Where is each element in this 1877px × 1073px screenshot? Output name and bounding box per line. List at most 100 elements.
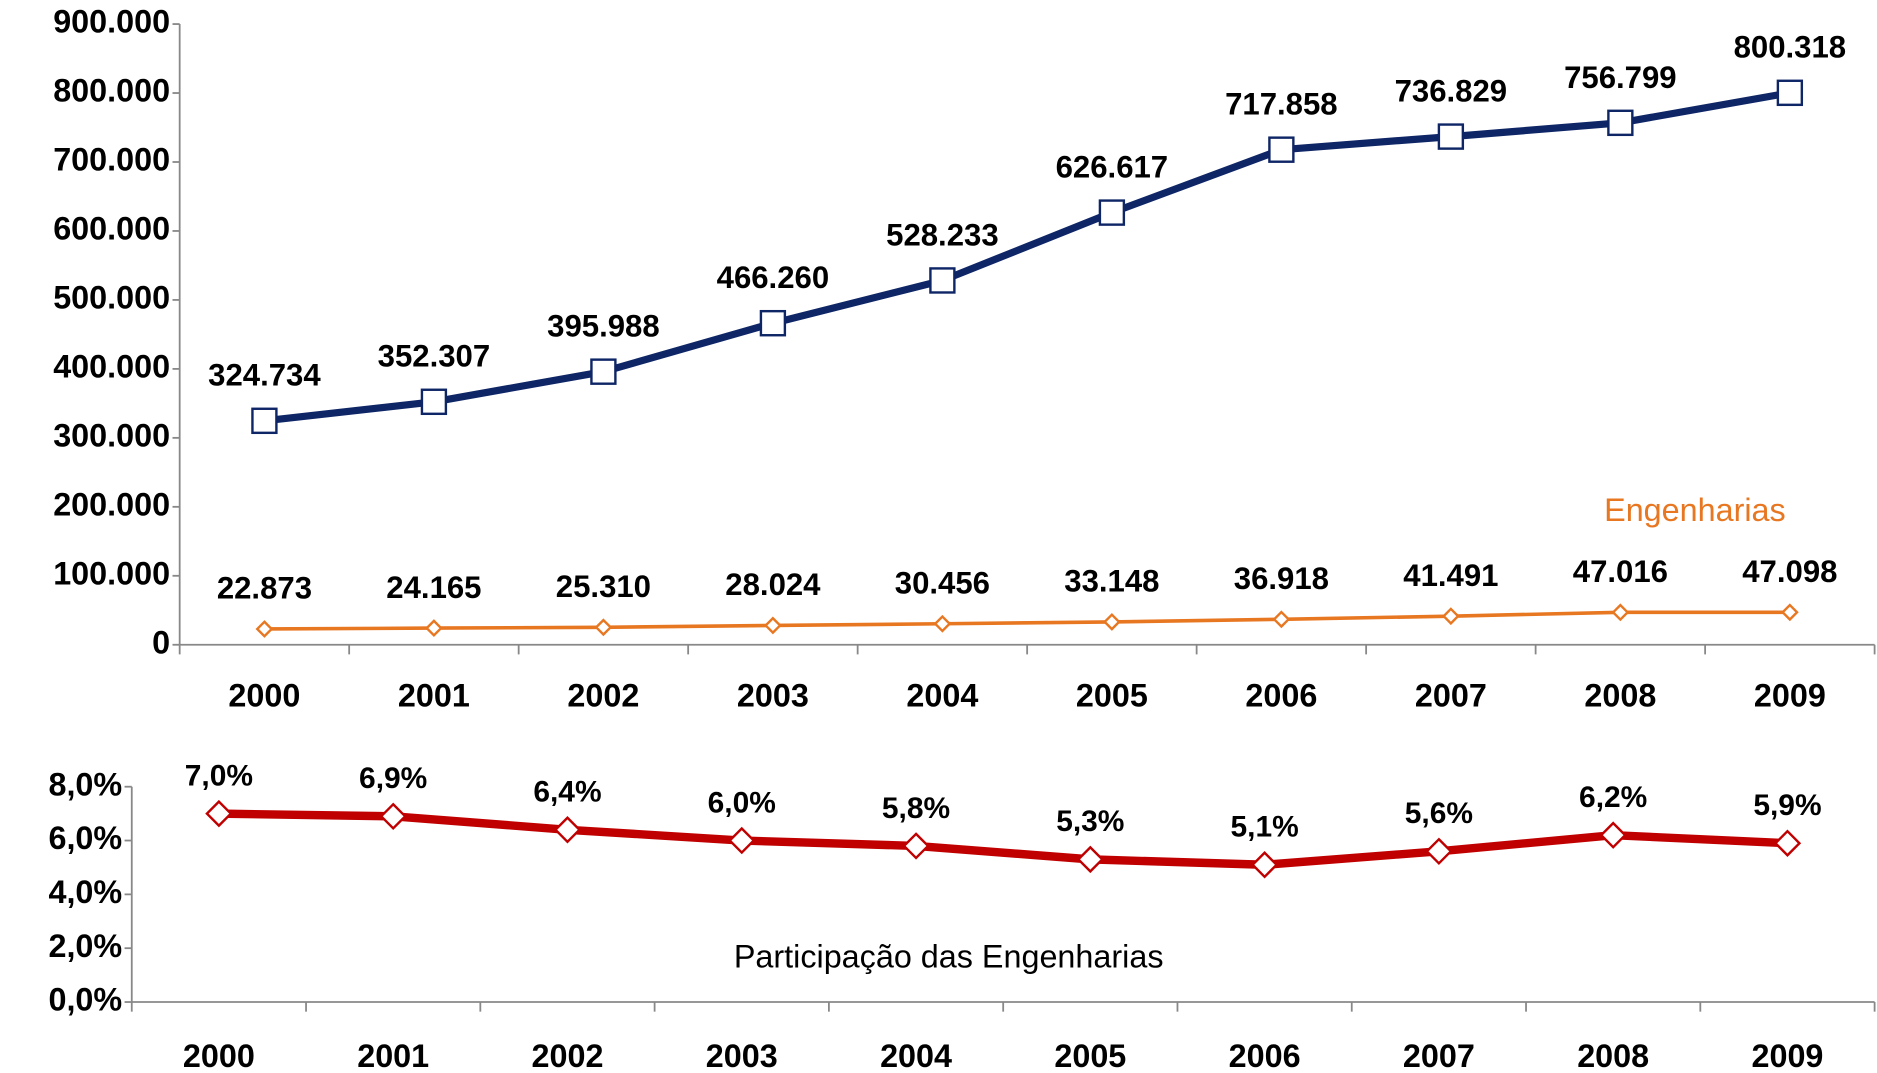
marker xyxy=(1441,607,1460,626)
data-label: 5,1% xyxy=(1230,811,1298,844)
x-tick-label: 2005 xyxy=(1076,677,1148,713)
marker xyxy=(1780,603,1799,622)
x-tick-label: 2007 xyxy=(1415,677,1487,713)
data-label: 25.310 xyxy=(556,569,651,604)
x-tick-label: 2004 xyxy=(906,677,978,713)
y-tick-label: 6,0% xyxy=(48,820,122,856)
series-label: Engenharias xyxy=(1604,492,1786,528)
marker xyxy=(1611,603,1630,622)
x-tick-label: 2002 xyxy=(532,1038,604,1073)
x-tick-label: 2009 xyxy=(1754,677,1826,713)
data-label: 47.098 xyxy=(1742,554,1837,589)
marker xyxy=(728,826,756,855)
marker xyxy=(1268,136,1295,163)
data-label: 736.829 xyxy=(1395,73,1508,108)
data-label: 6,2% xyxy=(1579,781,1647,814)
marker xyxy=(379,802,407,831)
x-tick-label: 2007 xyxy=(1403,1038,1475,1073)
data-label: 5,3% xyxy=(1056,805,1124,838)
y-tick-label: 100.000 xyxy=(53,555,170,591)
marker xyxy=(1076,845,1104,874)
y-tick-label: 0 xyxy=(152,624,170,660)
data-label: 28.024 xyxy=(725,567,821,602)
y-tick-label: 900.000 xyxy=(53,4,170,40)
marker xyxy=(205,799,233,828)
x-tick-label: 2003 xyxy=(706,1038,778,1073)
data-label: 395.988 xyxy=(547,309,660,344)
data-label: 5,8% xyxy=(882,792,950,825)
x-tick-label: 2000 xyxy=(183,1038,255,1073)
y-tick-label: 800.000 xyxy=(53,73,170,109)
marker xyxy=(1599,821,1627,849)
x-tick-label: 2009 xyxy=(1751,1038,1823,1073)
y-tick-label: 400.000 xyxy=(53,348,170,384)
marker xyxy=(420,388,448,416)
x-tick-label: 2008 xyxy=(1577,1038,1649,1073)
marker xyxy=(902,832,930,860)
data-label: 5,9% xyxy=(1753,789,1821,822)
x-tick-label: 2005 xyxy=(1054,1038,1126,1073)
data-label: 626.617 xyxy=(1056,149,1169,184)
marker xyxy=(929,267,956,294)
data-label: 5,6% xyxy=(1405,797,1473,830)
marker xyxy=(1098,199,1126,226)
data-label: 6,4% xyxy=(533,776,601,809)
data-label: 352.307 xyxy=(378,339,491,374)
data-label: 33.148 xyxy=(1064,564,1159,599)
marker xyxy=(764,616,782,635)
marker xyxy=(425,619,443,638)
x-tick-label: 2008 xyxy=(1584,677,1656,713)
data-label: 528.233 xyxy=(886,217,999,252)
x-tick-label: 2003 xyxy=(737,677,809,713)
x-tick-label: 2006 xyxy=(1245,677,1317,713)
marker xyxy=(594,618,613,637)
series-line xyxy=(264,89,1791,425)
data-label: 6,0% xyxy=(708,786,776,819)
marker xyxy=(1776,79,1804,107)
series-line xyxy=(218,809,1788,869)
data-label: 800.318 xyxy=(1734,30,1847,65)
y-tick-label: 300.000 xyxy=(53,417,170,453)
x-tick-label: 2000 xyxy=(228,677,300,713)
x-tick-label: 2001 xyxy=(357,1038,429,1073)
marker xyxy=(255,620,274,638)
data-label: 22.873 xyxy=(217,571,312,606)
marker xyxy=(251,407,278,435)
y-tick-label: 200.000 xyxy=(53,486,170,522)
data-label: 717.858 xyxy=(1225,87,1338,122)
data-label: 756.799 xyxy=(1564,60,1677,95)
x-tick-label: 2004 xyxy=(880,1038,952,1073)
y-tick-label: 0,0% xyxy=(48,982,122,1018)
marker xyxy=(1773,829,1802,857)
marker xyxy=(759,309,787,337)
x-tick-label: 2002 xyxy=(567,677,639,713)
data-label: 30.456 xyxy=(895,565,990,600)
marker xyxy=(1607,109,1634,137)
marker xyxy=(553,816,582,844)
marker xyxy=(933,614,952,633)
x-tick-label: 2001 xyxy=(398,677,470,713)
data-label: 466.260 xyxy=(717,260,830,295)
data-label: 41.491 xyxy=(1403,558,1498,593)
data-label: 47.016 xyxy=(1573,554,1668,589)
marker xyxy=(1103,612,1121,631)
data-label: 324.734 xyxy=(208,358,321,393)
data-label: 36.918 xyxy=(1234,561,1329,596)
y-tick-label: 500.000 xyxy=(53,279,170,315)
series-line xyxy=(264,610,1790,631)
marker xyxy=(1250,851,1279,879)
marker xyxy=(590,358,617,385)
annotation: Participação das Engenharias xyxy=(734,938,1164,974)
data-label: 7,0% xyxy=(185,759,253,792)
y-tick-label: 700.000 xyxy=(53,142,170,178)
x-tick-label: 2006 xyxy=(1229,1038,1301,1073)
y-tick-label: 600.000 xyxy=(53,210,170,246)
marker xyxy=(1437,123,1465,150)
y-tick-label: 2,0% xyxy=(48,928,122,964)
y-tick-label: 8,0% xyxy=(48,766,122,802)
marker xyxy=(1272,610,1291,629)
y-tick-label: 4,0% xyxy=(48,874,122,910)
data-label: 6,9% xyxy=(359,762,427,795)
marker xyxy=(1425,837,1453,866)
